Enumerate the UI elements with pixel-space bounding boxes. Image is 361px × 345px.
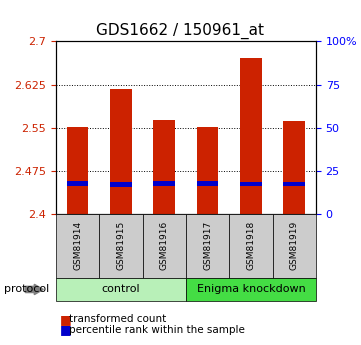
Bar — [240, 182, 262, 186]
Bar — [240, 58, 262, 214]
Text: GSM81919: GSM81919 — [290, 221, 299, 270]
Text: GSM81916: GSM81916 — [160, 221, 169, 270]
Text: GDS1662 / 150961_at: GDS1662 / 150961_at — [96, 22, 265, 39]
Bar — [67, 127, 88, 214]
Text: transformed count: transformed count — [69, 315, 166, 324]
Bar — [283, 182, 305, 186]
Text: ■: ■ — [60, 323, 71, 336]
Text: GSM81917: GSM81917 — [203, 221, 212, 270]
Bar — [153, 120, 175, 214]
Bar — [283, 121, 305, 214]
Text: GSM81918: GSM81918 — [247, 221, 255, 270]
Text: ■: ■ — [60, 313, 71, 326]
Text: GSM81914: GSM81914 — [73, 221, 82, 270]
Bar — [67, 181, 88, 186]
Bar — [197, 127, 218, 214]
Text: GSM81915: GSM81915 — [117, 221, 125, 270]
Text: percentile rank within the sample: percentile rank within the sample — [69, 325, 244, 335]
Bar — [153, 181, 175, 186]
Text: protocol: protocol — [4, 285, 49, 294]
Bar — [110, 182, 132, 187]
Bar — [197, 181, 218, 186]
Text: Enigma knockdown: Enigma knockdown — [196, 285, 305, 294]
Text: control: control — [102, 285, 140, 294]
Bar — [110, 89, 132, 214]
